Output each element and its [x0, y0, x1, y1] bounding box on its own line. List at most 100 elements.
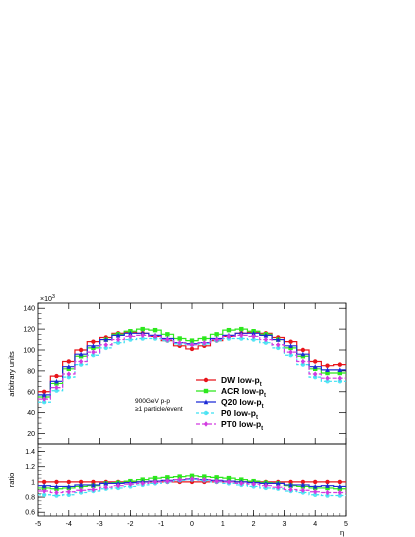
data-point [202, 336, 207, 341]
data-point [239, 336, 244, 341]
data-point [325, 379, 330, 384]
data-point [152, 327, 158, 333]
data-point [325, 493, 330, 498]
data-point [288, 349, 293, 355]
main-y-tick-label: 20 [27, 431, 35, 438]
main-y-tick-label: 80 [27, 368, 35, 375]
data-point [300, 362, 306, 367]
x-tick-label: -4 [66, 521, 72, 528]
x-tick-label: 3 [282, 521, 286, 528]
legend-name: ACR low-p [221, 386, 264, 396]
legend-marker [203, 388, 209, 394]
y-axis-title: arbitrary units [7, 351, 16, 397]
x-tick-label: -5 [35, 521, 41, 528]
legend-marker [203, 410, 209, 416]
legend-label: Q20 low-pt [221, 397, 264, 410]
data-point [251, 481, 256, 487]
data-point [41, 396, 47, 402]
data-point [214, 336, 219, 343]
data-point [313, 479, 318, 485]
ratio-y-tick-label: 0.6 [25, 510, 35, 517]
data-point [177, 476, 182, 483]
data-point [263, 340, 269, 345]
data-point [128, 481, 133, 487]
annotation-selection: ≥1 particle/event [135, 406, 183, 413]
data-point [66, 364, 71, 369]
data-point [115, 340, 121, 345]
data-point [313, 489, 318, 495]
data-point [54, 486, 59, 491]
data-point [91, 343, 96, 349]
data-point [41, 392, 47, 398]
x-tick-label: 2 [252, 521, 256, 528]
data-point [152, 333, 158, 340]
data-point [115, 332, 121, 338]
data-point [54, 479, 59, 485]
data-point [165, 478, 170, 484]
data-point [103, 345, 108, 351]
data-point [325, 367, 330, 373]
data-point [91, 479, 96, 485]
data-point [202, 474, 207, 479]
data-point [189, 342, 195, 348]
series-line [38, 478, 346, 494]
data-point [41, 492, 47, 497]
legend-subscript: t [261, 426, 263, 432]
data-point [140, 326, 145, 332]
legend-marker [203, 377, 209, 383]
data-point [189, 473, 195, 479]
main-y-tick-label: 100 [23, 348, 35, 355]
main-y-tick-label: 40 [27, 410, 35, 417]
legend-subscript: t [256, 415, 258, 421]
data-point [325, 375, 330, 381]
data-point [91, 349, 96, 355]
ratio-y-tick-label: 1 [31, 479, 35, 486]
data-point [288, 339, 293, 344]
data-point [103, 342, 108, 348]
legend-subscript: t [260, 382, 262, 388]
data-point [300, 358, 306, 365]
data-point [300, 487, 306, 493]
y-exponent-label: ×103 [40, 294, 55, 303]
data-point [313, 374, 318, 380]
data-point [54, 373, 59, 379]
data-point [91, 353, 96, 358]
legend-subscript: t [262, 404, 264, 410]
legend-subscript: t [264, 393, 266, 399]
data-point [337, 493, 343, 498]
data-point [276, 345, 281, 351]
data-point [239, 326, 244, 332]
x-axis-title: η [340, 528, 344, 537]
data-point [177, 474, 182, 479]
data-point [78, 487, 84, 493]
data-point [251, 333, 256, 340]
data-point [276, 336, 281, 342]
data-point [251, 330, 256, 336]
legend-label: ACR low-pt [221, 386, 266, 399]
data-point [152, 479, 158, 485]
series-line [38, 337, 346, 403]
data-point [300, 347, 306, 353]
data-point [78, 479, 84, 485]
ratio-y-tick-label: 0.8 [25, 495, 35, 502]
data-point [91, 339, 96, 344]
ratio-y-tick-label: 1.4 [25, 449, 35, 456]
data-point [226, 475, 232, 481]
data-point [337, 362, 343, 367]
data-point [300, 482, 306, 488]
data-point [337, 486, 343, 491]
data-point [78, 362, 84, 367]
series-pt0-low-p [38, 332, 346, 402]
data-point [165, 336, 170, 343]
data-point [337, 479, 343, 485]
data-point [337, 375, 343, 381]
ratio-series-group [38, 473, 346, 498]
data-point [54, 384, 59, 391]
data-point [54, 483, 59, 489]
data-point [115, 336, 121, 343]
data-point [128, 330, 133, 336]
data-point [226, 479, 232, 485]
data-point [66, 492, 72, 497]
data-point [214, 332, 219, 337]
